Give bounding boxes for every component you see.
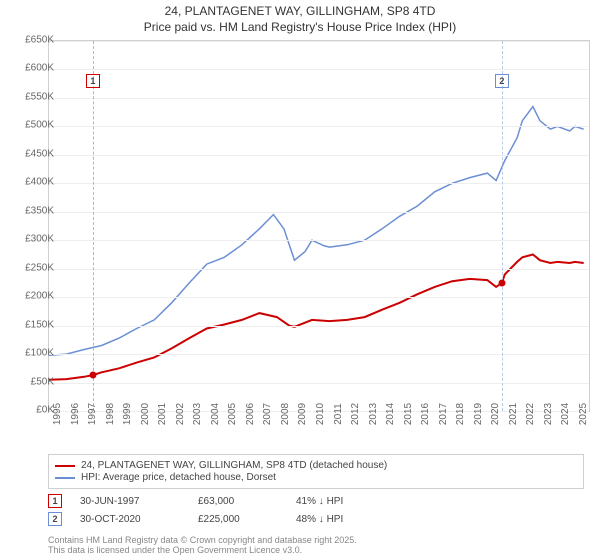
xtick-label: 1997 (87, 403, 98, 425)
chart-svg (49, 41, 589, 411)
xtick-label: 2004 (210, 403, 221, 425)
xtick-label: 2022 (525, 403, 536, 425)
legend-swatch-hpi (55, 477, 75, 479)
ytick-label: £100K (10, 348, 54, 359)
gridline-h (49, 212, 589, 213)
sale-dot-1 (89, 372, 96, 379)
xtick-label: 2019 (473, 403, 484, 425)
gridline-h (49, 98, 589, 99)
gridline-h (49, 69, 589, 70)
xtick-label: 2025 (578, 403, 589, 425)
marker-box-2: 2 (495, 74, 509, 88)
gridline-h (49, 155, 589, 156)
ytick-label: £650K (10, 35, 54, 46)
chart-container: 24, PLANTAGENET WAY, GILLINGHAM, SP8 4TD… (0, 0, 600, 560)
ytick-label: £600K (10, 63, 54, 74)
sale-dot-2 (498, 279, 505, 286)
ytick-label: £400K (10, 177, 54, 188)
marker-vline-2 (502, 41, 503, 411)
xtick-label: 2015 (403, 403, 414, 425)
ytick-label: £50K (10, 376, 54, 387)
gridline-h (49, 183, 589, 184)
xtick-label: 2017 (438, 403, 449, 425)
xtick-label: 1995 (52, 403, 63, 425)
series-hpi (49, 107, 584, 356)
xtick-label: 2013 (368, 403, 379, 425)
gridline-h (49, 269, 589, 270)
xtick-label: 2020 (490, 403, 501, 425)
ytick-label: £300K (10, 234, 54, 245)
xtick-label: 2016 (420, 403, 431, 425)
xtick-label: 2014 (385, 403, 396, 425)
ytick-label: £0K (10, 405, 54, 416)
sale-price-2: £225,000 (198, 514, 278, 525)
xtick-label: 2010 (315, 403, 326, 425)
gridline-h (49, 297, 589, 298)
gridline-h (49, 240, 589, 241)
legend-label-price-paid: 24, PLANTAGENET WAY, GILLINGHAM, SP8 4TD… (81, 460, 387, 471)
xtick-label: 2021 (508, 403, 519, 425)
marker-box-1: 1 (86, 74, 100, 88)
xtick-label: 2002 (175, 403, 186, 425)
chart-title-line1: 24, PLANTAGENET WAY, GILLINGHAM, SP8 4TD (0, 4, 600, 20)
sale-row-1: 1 30-JUN-1997 £63,000 41% ↓ HPI (48, 494, 396, 508)
footnote: Contains HM Land Registry data © Crown c… (48, 536, 357, 556)
sale-date-2: 30-OCT-2020 (80, 514, 180, 525)
xtick-label: 2023 (543, 403, 554, 425)
sale-pct-1: 41% ↓ HPI (296, 496, 396, 507)
xtick-label: 1999 (122, 403, 133, 425)
ytick-label: £250K (10, 262, 54, 273)
ytick-label: £550K (10, 91, 54, 102)
xtick-label: 2006 (245, 403, 256, 425)
legend-label-hpi: HPI: Average price, detached house, Dors… (81, 472, 276, 483)
footnote-line2: This data is licensed under the Open Gov… (48, 546, 357, 556)
sale-price-1: £63,000 (198, 496, 278, 507)
xtick-label: 2007 (262, 403, 273, 425)
gridline-h (49, 126, 589, 127)
xtick-label: 2009 (297, 403, 308, 425)
sale-marker-2: 2 (48, 512, 62, 526)
xtick-label: 1996 (70, 403, 81, 425)
sale-row-2: 2 30-OCT-2020 £225,000 48% ↓ HPI (48, 512, 396, 526)
sales-table: 1 30-JUN-1997 £63,000 41% ↓ HPI 2 30-OCT… (48, 494, 396, 530)
xtick-label: 2005 (227, 403, 238, 425)
xtick-label: 2001 (157, 403, 168, 425)
legend-box: 24, PLANTAGENET WAY, GILLINGHAM, SP8 4TD… (48, 454, 584, 489)
xtick-label: 2000 (140, 403, 151, 425)
xtick-label: 1998 (105, 403, 116, 425)
xtick-label: 2011 (333, 403, 344, 425)
ytick-label: £350K (10, 205, 54, 216)
series-price_paid (49, 255, 584, 380)
gridline-h (49, 41, 589, 42)
legend-row-price-paid: 24, PLANTAGENET WAY, GILLINGHAM, SP8 4TD… (55, 460, 577, 471)
marker-vline-1 (93, 41, 94, 411)
legend-row-hpi: HPI: Average price, detached house, Dors… (55, 472, 577, 483)
xtick-label: 2012 (350, 403, 361, 425)
ytick-label: £150K (10, 319, 54, 330)
sale-marker-1: 1 (48, 494, 62, 508)
chart-title-block: 24, PLANTAGENET WAY, GILLINGHAM, SP8 4TD… (0, 0, 600, 35)
xtick-label: 2008 (280, 403, 291, 425)
sale-date-1: 30-JUN-1997 (80, 496, 180, 507)
ytick-label: £200K (10, 291, 54, 302)
gridline-h (49, 354, 589, 355)
gridline-h (49, 326, 589, 327)
gridline-h (49, 383, 589, 384)
ytick-label: £500K (10, 120, 54, 131)
xtick-label: 2018 (455, 403, 466, 425)
legend-swatch-price-paid (55, 465, 75, 467)
xtick-label: 2003 (192, 403, 203, 425)
sale-pct-2: 48% ↓ HPI (296, 514, 396, 525)
ytick-label: £450K (10, 148, 54, 159)
chart-plot-area: 12 (48, 40, 590, 412)
chart-title-line2: Price paid vs. HM Land Registry's House … (0, 20, 600, 36)
xtick-label: 2024 (560, 403, 571, 425)
